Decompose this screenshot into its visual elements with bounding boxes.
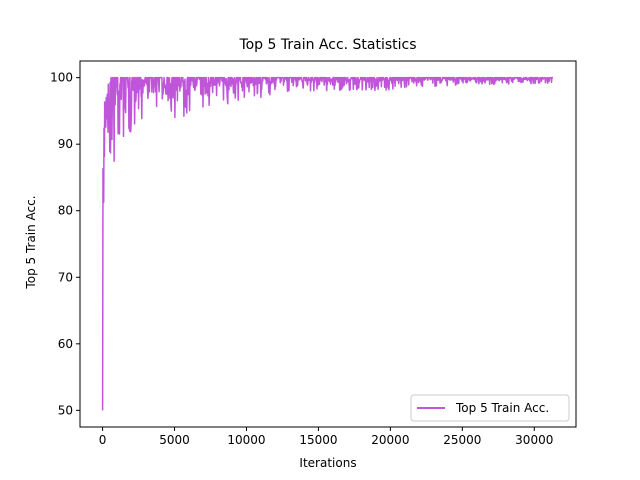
y-axis-title: Top 5 Train Acc. [24,195,38,289]
y-tick-label: 90 [58,137,73,151]
x-tick-label: 15000 [299,433,337,447]
legend: Top 5 Train Acc. [410,394,570,422]
x-tick-label: 25000 [443,433,481,447]
y-tick-label: 80 [58,204,73,218]
y-tick-label: 60 [58,337,73,351]
x-tick-label: 5000 [159,433,190,447]
y-tick-label: 50 [58,403,73,417]
legend-label: Top 5 Train Acc. [455,401,549,415]
y-tick-label: 100 [50,71,73,85]
axes-frame [79,60,577,428]
chart-title: Top 5 Train Acc. Statistics [238,37,416,53]
x-axis-title: Iterations [299,456,356,470]
y-tick-label: 70 [58,270,73,284]
legend-frame [410,394,570,422]
plot-area: 0 5000 10000 15000 20000 25000 30000 50 60 70 80 90… [50,60,577,447]
x-tick-label: 20000 [371,433,409,447]
x-tick-label: 30000 [515,433,553,447]
series-line-top5-train-acc [101,76,554,411]
x-tick-label: 10000 [227,433,265,447]
x-tick-label: 0 [99,433,107,447]
